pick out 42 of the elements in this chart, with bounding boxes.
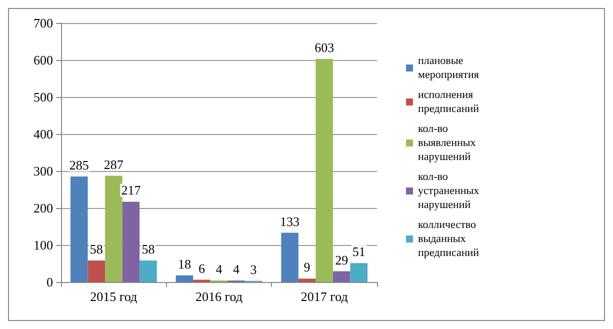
- bar: [122, 202, 140, 282]
- data-label: 3: [250, 262, 257, 277]
- data-label: 4: [216, 262, 223, 277]
- bar: [281, 232, 298, 282]
- data-label: 287: [104, 156, 124, 172]
- y-tick-label: 500: [34, 90, 53, 104]
- bar: [316, 58, 333, 282]
- data-label: 133: [280, 214, 300, 229]
- data-label: 603: [314, 40, 334, 55]
- data-label: 4: [233, 262, 240, 277]
- y-tick-label: 300: [34, 164, 53, 178]
- y-tick-label: 400: [34, 126, 53, 142]
- data-label: 9: [304, 260, 310, 275]
- legend-label: исполнения предписаний: [418, 89, 480, 115]
- y-tick-label: 600: [34, 52, 53, 68]
- bar: [88, 260, 106, 282]
- data-label: 58: [90, 242, 103, 257]
- bar: [70, 176, 88, 282]
- bar: [350, 263, 368, 282]
- data-label: 29: [335, 252, 348, 268]
- data-label: 285: [69, 158, 89, 173]
- legend-label: колличество выданных предписаний: [418, 219, 480, 259]
- y-tick-label: 700: [34, 16, 53, 30]
- y-tick-label: 200: [34, 200, 53, 216]
- legend-label: кол-во выявленных нарушений: [418, 123, 478, 163]
- x-tick-label: 2015 год: [90, 289, 138, 304]
- legend-label: плановые мероприятия: [418, 55, 479, 81]
- bar: [105, 176, 122, 282]
- data-label: 58: [142, 242, 155, 257]
- bar: [298, 278, 316, 282]
- data-label: 51: [352, 244, 366, 260]
- bar: [332, 271, 350, 282]
- data-label: 217: [121, 182, 142, 198]
- data-label: 6: [198, 260, 206, 276]
- bar: [176, 275, 194, 282]
- y-tick-label: 100: [34, 238, 53, 252]
- y-tick-label: 0: [46, 274, 53, 290]
- legend-label: кол-во устраненных нарушений: [418, 171, 482, 211]
- x-tick-label: 2016 год: [196, 289, 243, 304]
- bar: [140, 260, 157, 282]
- data-label: 18: [178, 256, 191, 272]
- x-tick-label: 2017 год: [300, 289, 348, 304]
